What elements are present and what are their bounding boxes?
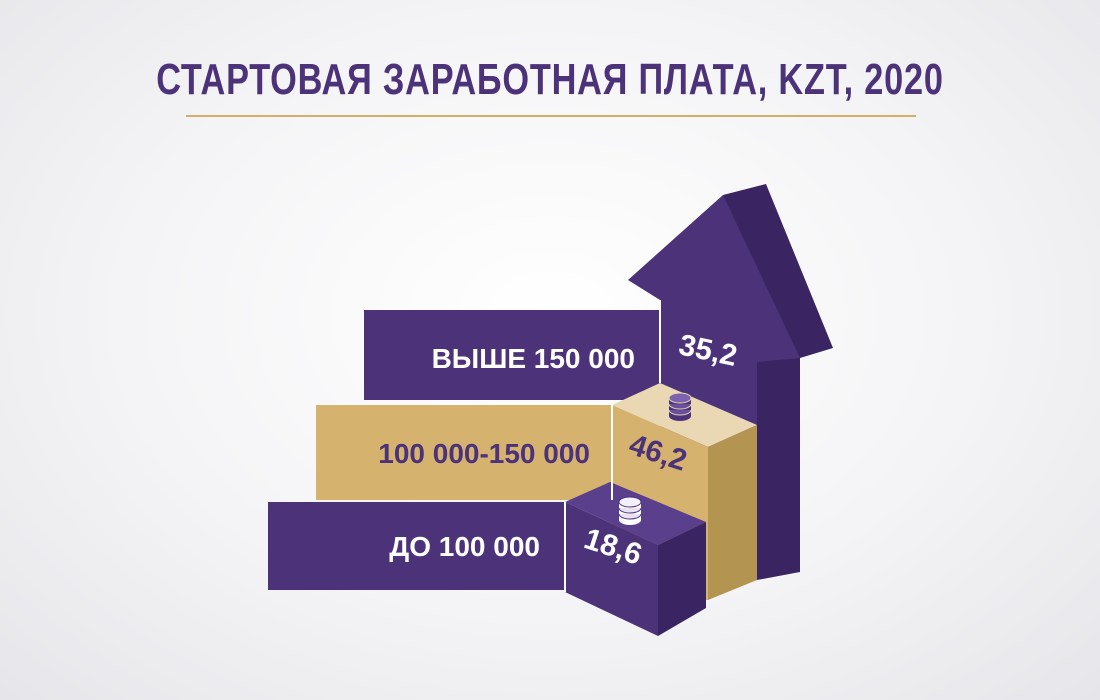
- band-100000-150000-face: [316, 405, 612, 500]
- title-underline: [186, 115, 916, 117]
- block-separators: [564, 300, 661, 592]
- cube-purple-side: [658, 522, 706, 636]
- coins-icon: [668, 392, 692, 421]
- cube-purple-front: [565, 502, 658, 636]
- category-label-100000-150000: 100 000-150 000: [378, 438, 590, 469]
- bar-below-100000: ДО 100 000 18,6: [268, 482, 706, 636]
- cube-gold-side: [708, 425, 757, 600]
- band-above-150000: ВЫШЕ 150 000: [364, 310, 660, 400]
- category-label-below-100000: ДО 100 000: [389, 531, 540, 562]
- chart-title: СТАРТОВАЯ ЗАРАБОТНАЯ ПЛАТА, KZT, 2020: [156, 55, 944, 104]
- coins-icon: [618, 496, 642, 525]
- band-above-150000-face: [364, 310, 660, 400]
- band-below-100000-face: [268, 502, 565, 590]
- category-label-above-150000: ВЫШЕ 150 000: [432, 343, 635, 374]
